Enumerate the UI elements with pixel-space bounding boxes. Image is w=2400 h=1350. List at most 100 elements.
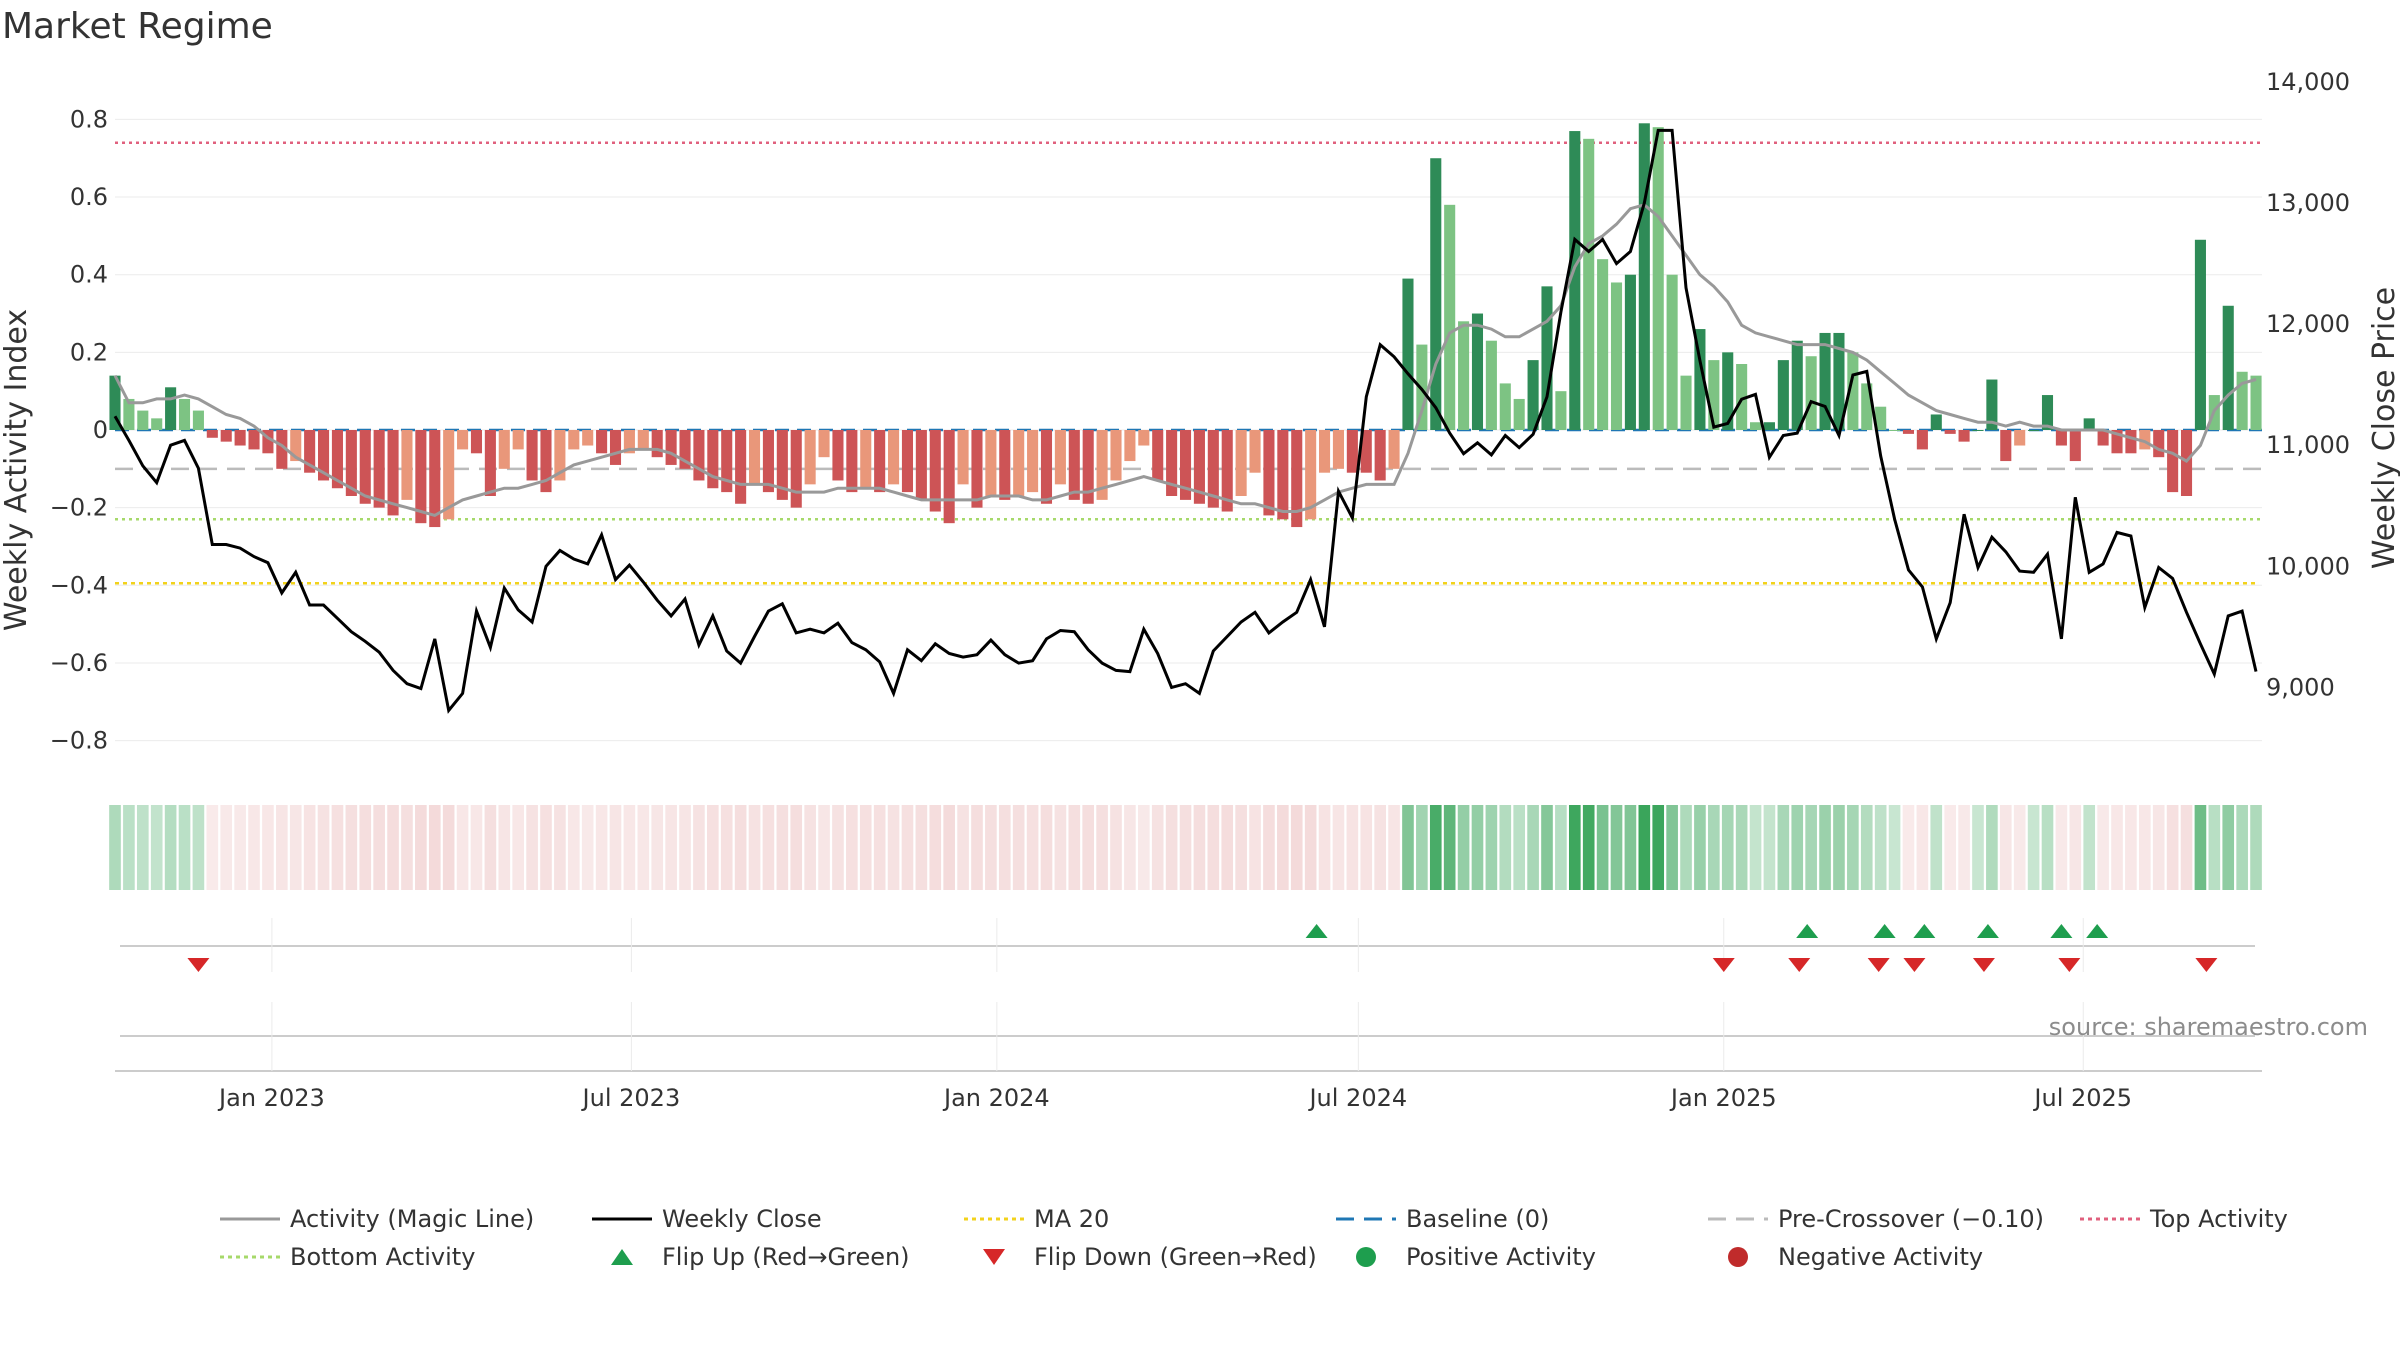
heatstrip-cell: [2250, 805, 2262, 890]
activity-bar: [1819, 332, 1831, 430]
y-tick-label: −0.4: [50, 571, 108, 599]
heatstrip-cell: [303, 805, 316, 890]
heatstrip-cell: [679, 805, 691, 890]
heatstrip-cell: [1068, 805, 1081, 890]
y-tick-label: 0: [93, 416, 108, 444]
activity-bar: [1360, 430, 1372, 473]
flip-down-marker: [1867, 958, 1890, 972]
heatstrip-cell: [1277, 805, 1289, 890]
heatstrip-cell: [1360, 805, 1373, 890]
activity-bar: [373, 430, 385, 508]
activity-bar: [1110, 430, 1122, 481]
activity-bar: [526, 430, 538, 481]
heatstrip-cell: [1624, 805, 1637, 890]
heatstrip-cell: [1749, 805, 1762, 890]
activity-bar: [1068, 430, 1080, 500]
activity-bar: [1972, 430, 1984, 431]
activity-bar: [1332, 430, 1344, 469]
activity-bar: [2041, 395, 2054, 430]
activity-bar: [401, 430, 413, 500]
activity-bar: [1833, 332, 1845, 430]
activity-bar: [1680, 375, 1692, 430]
activity-bar: [359, 430, 371, 504]
heatstrip-cell: [1124, 805, 1136, 890]
heatstrip-cell: [1012, 805, 1025, 890]
heatstrip-cell: [456, 805, 469, 890]
heatstrip-cell: [1958, 805, 1970, 890]
heatstrip-cell: [887, 805, 900, 890]
flip-down-marker: [1712, 958, 1735, 972]
activity-bar: [1875, 406, 1887, 430]
heatstrip-cell: [581, 805, 594, 890]
flip-up-marker: [1305, 924, 1328, 938]
legend-label: Bottom Activity: [290, 1243, 475, 1271]
activity-bar: [443, 430, 455, 520]
activity-bar: [1694, 329, 1706, 430]
activity-bar: [846, 430, 858, 493]
heatstrip-cell: [1207, 805, 1220, 890]
activity-bar: [1749, 422, 1762, 430]
series-lines: [113, 128, 2258, 714]
heatstrip-cell: [957, 805, 969, 890]
y-tick-label: 0.4: [70, 261, 108, 289]
activity-bar: [1193, 430, 1205, 504]
activity-bar: [2194, 239, 2206, 430]
activity-bar: [1944, 430, 1956, 434]
activity-bar: [2014, 430, 2026, 446]
activity-bar: [151, 418, 163, 430]
activity-bar: [220, 430, 232, 442]
heatstrip-cell: [818, 805, 830, 890]
heatstrip-cell: [123, 805, 135, 890]
activity-bar: [2111, 430, 2123, 454]
heatstrip-cell: [998, 805, 1011, 890]
heatstrip-cell: [1860, 805, 1873, 890]
activity-bar: [2153, 430, 2165, 458]
activity-bar: [1040, 430, 1053, 504]
heatstrip-cell: [1568, 805, 1581, 890]
heatstrip-cell: [428, 805, 441, 890]
legend-item: Bottom Activity: [220, 1243, 475, 1271]
heatstrip-cell: [2208, 805, 2221, 890]
x-tick-label: Jan 2024: [942, 1084, 1050, 1112]
activity-bar: [1513, 398, 1525, 430]
activity-bar: [2000, 430, 2012, 462]
activity-bar: [1736, 364, 1748, 430]
x-axis-ticks: Jan 2023 Jul 2023 Jan 2024 Jul 2024 Jan 2025…: [217, 1084, 2132, 1112]
activity-bar: [1597, 259, 1609, 430]
heatstrip-cell: [2027, 805, 2040, 890]
heatstrip-cell: [1318, 805, 1331, 890]
heatstrip-cell: [262, 805, 274, 890]
y2-tick-label: 12,000: [2266, 310, 2350, 338]
legend-swatch: [1728, 1247, 1748, 1267]
heatstrip-cell: [1221, 805, 1234, 890]
heatstrip-cell: [192, 805, 205, 890]
y2-tick-label: 14,000: [2266, 68, 2350, 96]
heatstrip-cell: [790, 805, 803, 890]
activity-bar: [2250, 375, 2262, 430]
heatstrip-cell: [1263, 805, 1275, 890]
heatstrip-cell: [1874, 805, 1887, 890]
activity-bar: [1527, 360, 1539, 430]
activity-bar: [1763, 422, 1775, 430]
activity-bar: [1319, 430, 1331, 473]
heatstrip-cell: [526, 805, 538, 890]
activity-bar: [1027, 430, 1039, 493]
activity-bar: [1430, 158, 1442, 430]
flip-down-marker: [2195, 958, 2218, 972]
heatstrip-cell: [387, 805, 399, 890]
heatstrip-cell: [776, 805, 789, 890]
heatstrip-cell: [1499, 805, 1512, 890]
activity-bar: [1777, 360, 1789, 430]
activity-bar: [2097, 430, 2109, 446]
flip-up-marker: [1796, 924, 1819, 938]
heatstrip-cell: [1374, 805, 1386, 890]
heatstrip-cell: [1346, 805, 1359, 890]
flip-down-marker: [187, 958, 210, 972]
activity-bar: [1388, 430, 1400, 469]
activity-bar: [2139, 430, 2151, 450]
y2-tick-label: 11,000: [2266, 431, 2350, 459]
heatstrip-cell: [1763, 805, 1776, 890]
flip-up-marker: [1976, 924, 1999, 938]
heatstrip-cell: [1193, 805, 1206, 890]
heatstrip-cell: [1402, 805, 1414, 890]
